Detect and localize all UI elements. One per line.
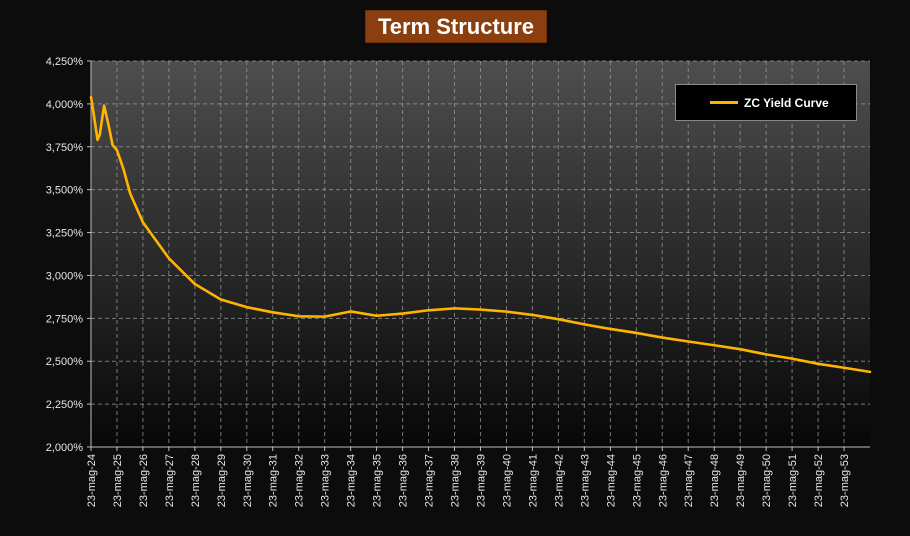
y-tick-label: 3,250% <box>46 228 84 240</box>
x-tick-label: 23-mag-28 <box>190 454 202 507</box>
x-tick-label: 23-mag-26 <box>138 454 150 507</box>
x-tick-label: 23-mag-45 <box>631 454 643 507</box>
x-tick-label: 23-mag-37 <box>424 454 436 507</box>
x-tick-label: 23-mag-52 <box>813 454 825 507</box>
series-line-zc-yield-curve <box>89 95 872 374</box>
legend-swatch <box>710 101 738 104</box>
series-layer <box>89 95 872 374</box>
legend: ZC Yield Curve <box>675 84 857 121</box>
x-tick-label: 23-mag-39 <box>475 454 487 507</box>
x-tick-label: 23-mag-25 <box>112 454 124 507</box>
y-tick-label: 2,250% <box>46 399 84 411</box>
y-tick-label: 2,000% <box>46 442 84 454</box>
y-tick-label: 3,750% <box>46 142 84 154</box>
x-tick-label: 23-mag-53 <box>839 454 851 507</box>
x-tick-label: 23-mag-36 <box>398 454 410 507</box>
axes <box>87 60 870 451</box>
y-tick-labels: 2,000% 2,250% 2,500% 2,750% 3,000% 3,250% 3,50… <box>46 56 84 454</box>
x-tick-label: 23-mag-50 <box>761 454 773 507</box>
x-tick-label: 23-mag-35 <box>372 454 384 507</box>
x-tick-label: 23-mag-43 <box>579 454 591 507</box>
y-tick-label: 3,000% <box>46 270 84 282</box>
grid <box>91 60 870 447</box>
y-tick-label: 4,250% <box>46 56 84 68</box>
x-tick-label: 23-mag-47 <box>683 454 695 507</box>
x-tick-label: 23-mag-29 <box>216 454 228 507</box>
x-tick-label: 23-mag-51 <box>787 454 799 507</box>
x-tick-label: 23-mag-41 <box>527 454 539 507</box>
x-tick-label: 23-mag-31 <box>268 454 280 507</box>
chart-title: Term Structure <box>377 13 535 39</box>
x-tick-labels: 23-mag-24 23-mag-25 23-mag-26 23-mag-27 23-m… <box>86 454 851 507</box>
x-tick-label: 23-mag-33 <box>320 454 332 507</box>
x-tick-label: 23-mag-40 <box>501 454 513 507</box>
x-tick-label: 23-mag-42 <box>553 454 565 507</box>
x-tick-label: 23-mag-24 <box>86 454 98 507</box>
x-tick-label: 23-mag-48 <box>709 454 721 507</box>
x-tick-label: 23-mag-34 <box>346 454 358 507</box>
y-tick-label: 2,500% <box>46 356 84 368</box>
x-tick-label: 23-mag-44 <box>605 454 617 507</box>
legend-label: ZC Yield Curve <box>744 95 829 110</box>
x-tick-label: 23-mag-46 <box>657 454 669 507</box>
x-tick-label: 23-mag-49 <box>735 454 747 507</box>
x-tick-label: 23-mag-38 <box>450 454 462 507</box>
x-tick-label: 23-mag-30 <box>242 454 254 507</box>
y-tick-label: 2,750% <box>46 313 84 325</box>
chart-title-box: Term Structure <box>365 10 547 43</box>
y-tick-label: 3,500% <box>46 185 84 197</box>
x-tick-label: 23-mag-32 <box>294 454 306 507</box>
y-tick-label: 4,000% <box>46 99 84 111</box>
x-tick-label: 23-mag-27 <box>164 454 176 507</box>
